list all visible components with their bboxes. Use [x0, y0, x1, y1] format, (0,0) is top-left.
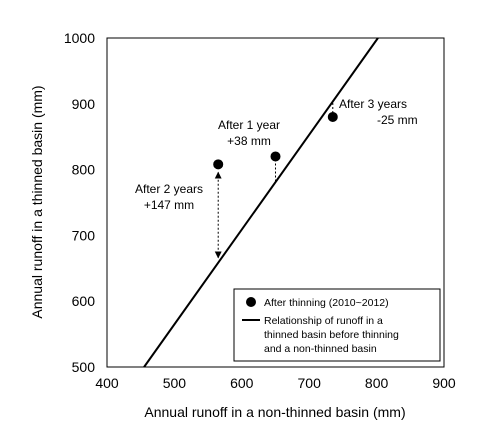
x-tick-label: 400	[95, 375, 119, 391]
x-tick-label: 900	[432, 375, 456, 391]
x-tick-label: 800	[365, 375, 389, 391]
legend-label-relationship-line3: and a non-thinned basin	[264, 343, 377, 355]
annotation-text: +38 mm	[227, 134, 271, 148]
y-tick-label: 1000	[64, 30, 95, 46]
annotation-text: After 2 years	[135, 182, 203, 196]
y-tick-label: 500	[72, 359, 96, 375]
annotation-text: After 1 year	[218, 118, 280, 132]
legend-label-relationship-line1: Relationship of runoff in a	[264, 315, 383, 327]
legend-box	[233, 288, 441, 362]
relationship-line	[143, 37, 379, 368]
legend-label-relationship-line2: thinned basin before thinning	[264, 329, 399, 341]
x-tick-label: 500	[163, 375, 187, 391]
legend: After thinning (2010~2012) Relationship …	[233, 288, 441, 362]
y-tick-label: 600	[72, 293, 96, 309]
x-tick-label: 600	[230, 375, 254, 391]
x-tick-label: 700	[298, 375, 322, 391]
annotation-text: -25 mm	[377, 113, 418, 127]
annotation-text: After 3 years	[339, 97, 407, 111]
y-tick-label: 700	[72, 227, 96, 243]
x-axis-label: Annual runoff in a non-thinned basin (mm…	[144, 404, 405, 420]
y-tick-label: 900	[72, 96, 96, 112]
annotation-layer: After 2 years +147 mm After 1 year +38 mm Af…	[135, 97, 418, 259]
y-axis-label: Annual runoff in a thinned basin (mm)	[29, 85, 45, 318]
legend-label-thinning: After thinning (2010~2012)	[264, 297, 389, 309]
plot-area-frame	[106, 37, 445, 368]
data-point	[213, 159, 224, 170]
y-tick-label: 800	[72, 162, 96, 178]
annotation-text: +147 mm	[144, 198, 194, 212]
x-axis-ticks: 400 500 600 700 800 900	[95, 375, 456, 391]
legend-marker-circle	[246, 297, 256, 307]
y-axis-ticks: 500 600 700 800 900 1000	[64, 30, 95, 375]
